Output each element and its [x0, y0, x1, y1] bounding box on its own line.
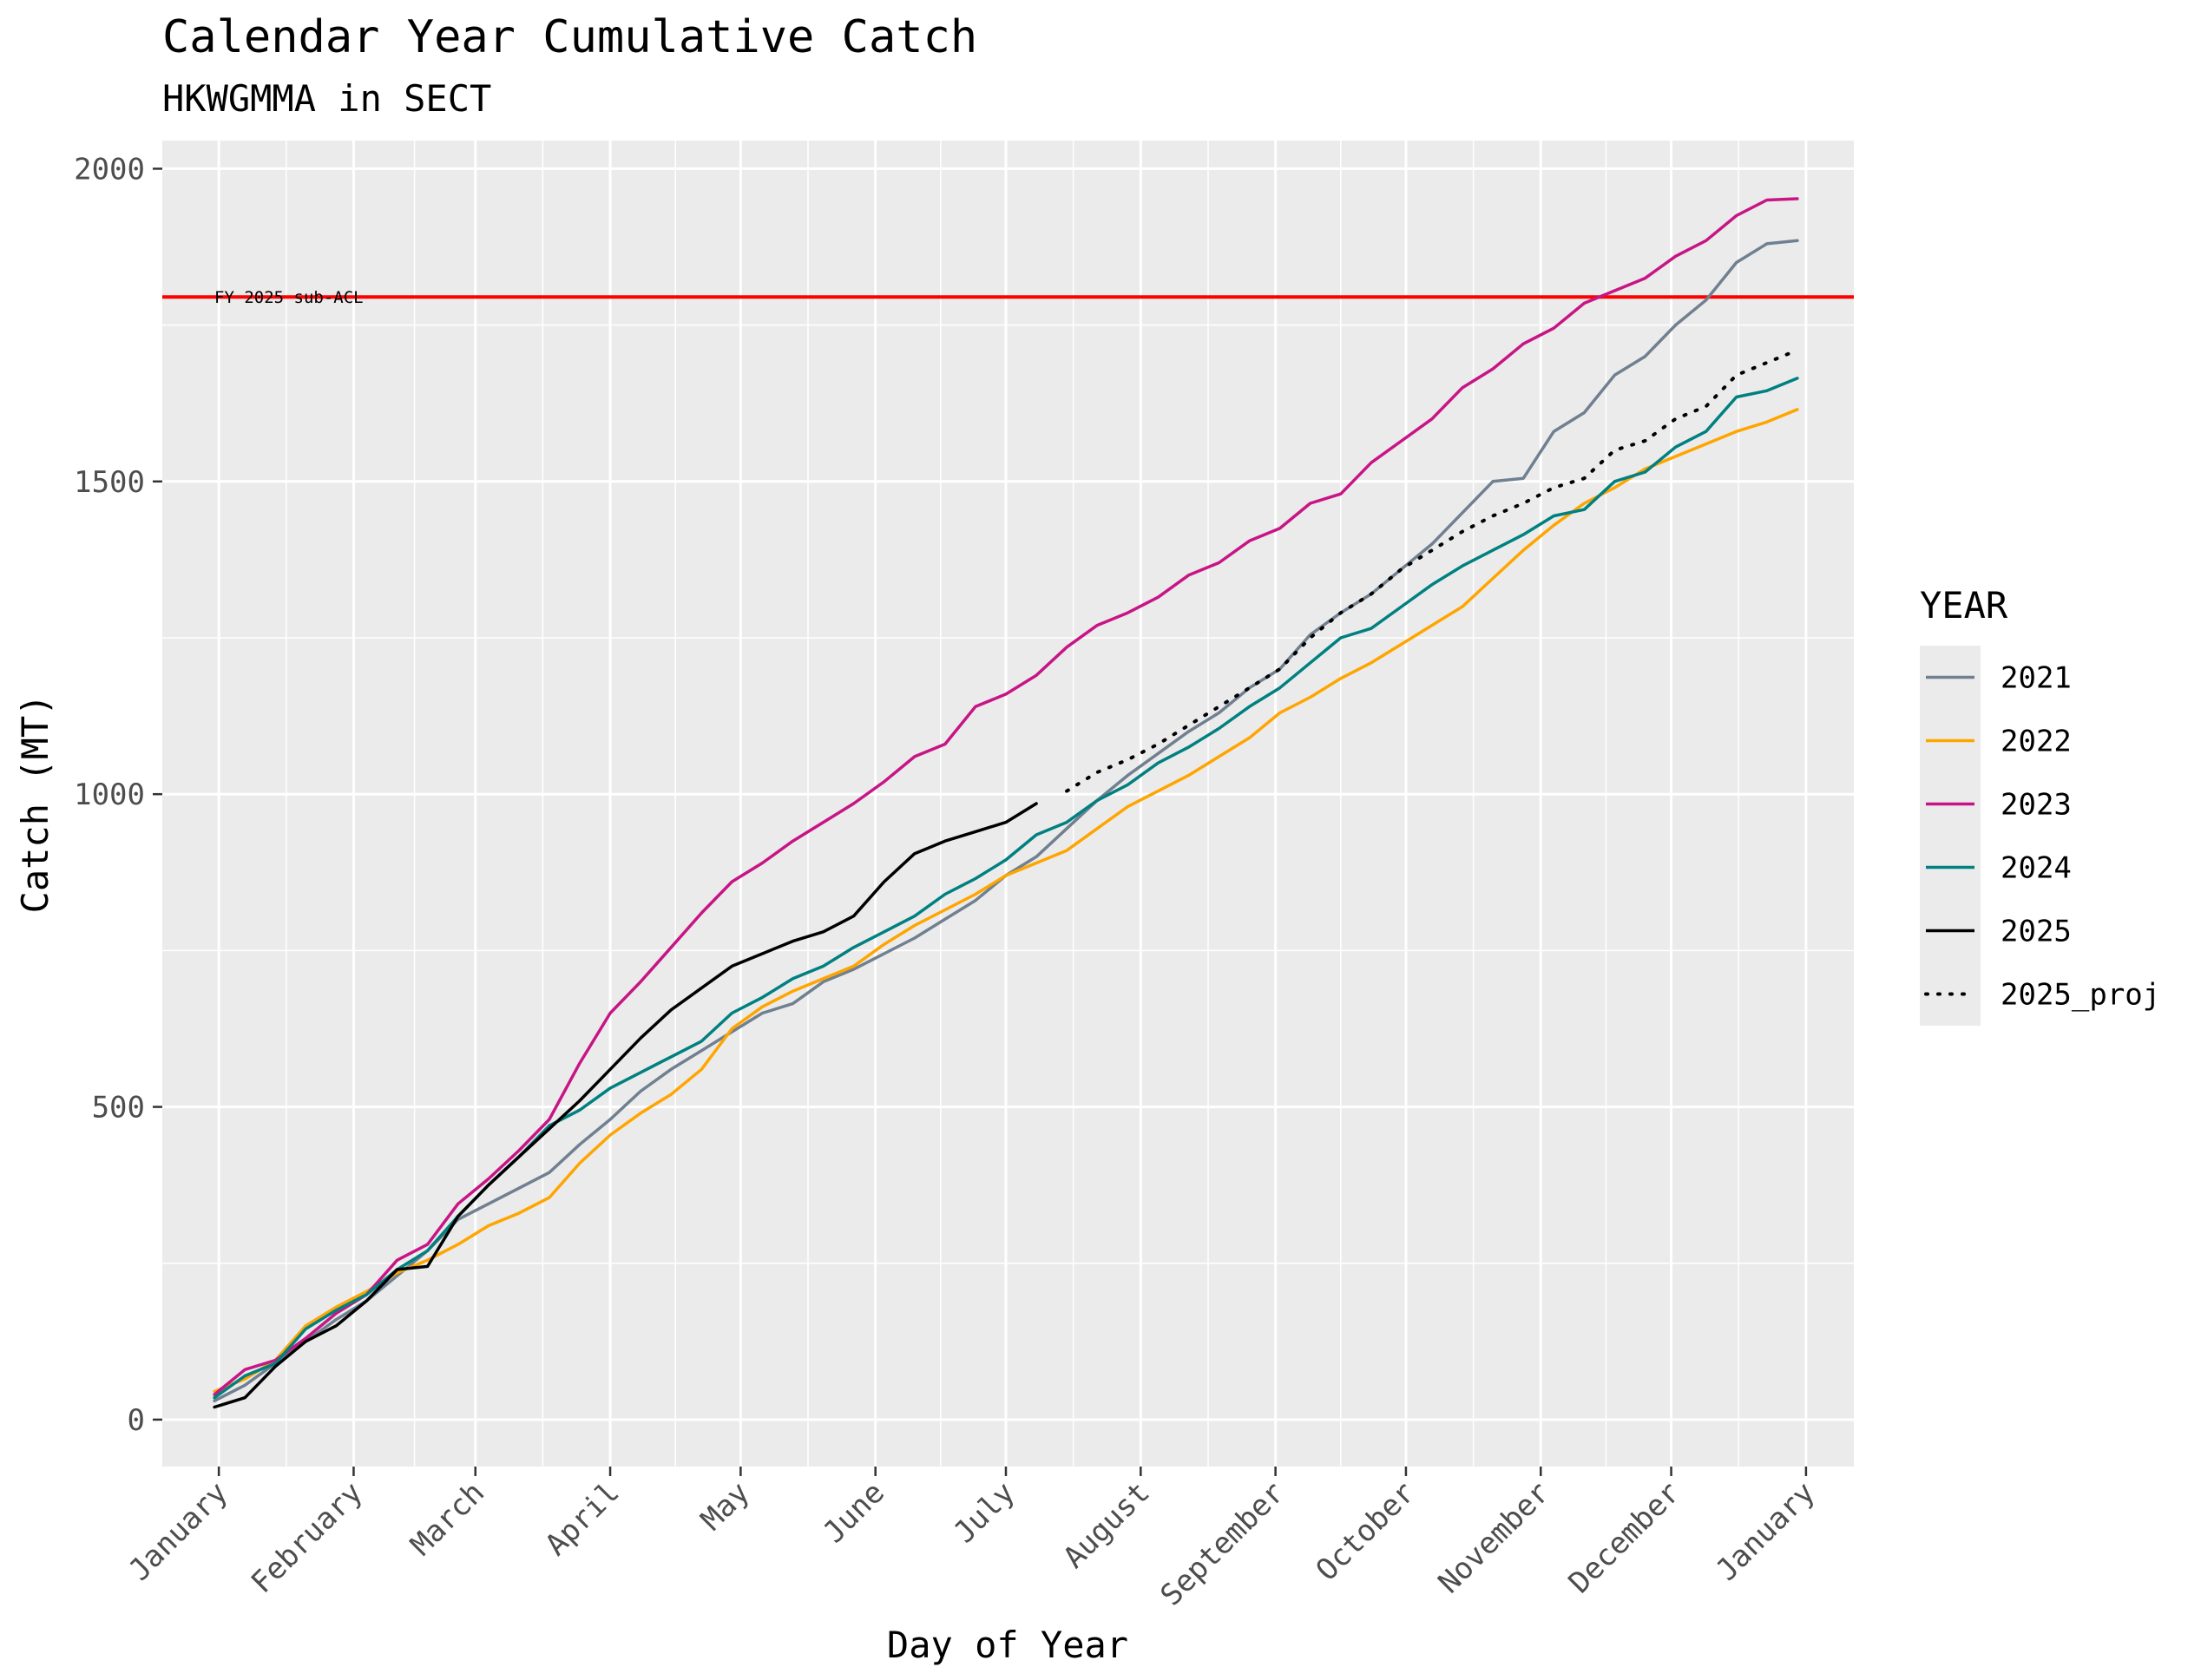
x-tick-label: September: [1153, 1475, 1291, 1613]
x-tick-label: May: [694, 1475, 757, 1538]
x-tick-label: October: [1310, 1475, 1422, 1588]
series-line-2023: [213, 197, 1799, 1396]
x-tick-label: July: [947, 1475, 1022, 1550]
x-axis: January February March April May June July Augu…: [122, 1467, 1822, 1613]
series-layer: [213, 197, 1799, 1409]
legend-label: 2021: [2001, 661, 2072, 696]
series-line-2022: [213, 408, 1799, 1394]
x-tick-label: February: [245, 1475, 370, 1600]
x-tick-label: April: [539, 1475, 627, 1563]
x-axis-title: Day of Year: [887, 1624, 1128, 1666]
reference-line-group: FY 2025 sub-ACL: [162, 288, 1854, 307]
x-tick-label: January: [1710, 1475, 1823, 1588]
plot-panel: [162, 141, 1854, 1467]
legend-keys: 2021 2022 2023 2024 2025 2025_proj: [1920, 646, 2160, 1026]
grid-minor: [162, 141, 1854, 1467]
x-tick-label: November: [1432, 1475, 1557, 1600]
x-tick-label: August: [1057, 1475, 1157, 1575]
x-tick-label: March: [404, 1475, 491, 1563]
legend-label: 2023: [2001, 788, 2072, 823]
legend-label: 2022: [2001, 725, 2072, 759]
y-axis-title: Catch (MT): [14, 694, 56, 914]
y-tick-label: 2000: [74, 152, 145, 187]
y-tick-label: 1000: [74, 778, 145, 812]
y-tick-label: 0: [128, 1403, 145, 1438]
legend-label: 2024: [2001, 851, 2072, 886]
y-tick-label: 500: [92, 1091, 145, 1125]
series-line-2025_proj: [1065, 348, 1799, 793]
reference-line-label: FY 2025 sub-ACL: [214, 288, 364, 307]
x-tick-label: June: [817, 1475, 891, 1550]
x-tick-label: January: [122, 1475, 235, 1588]
series-line-2025: [213, 802, 1038, 1409]
legend-title: YEAR: [1920, 584, 2008, 627]
y-axis: 0 500 1000 1500 2000: [74, 152, 162, 1438]
chart-subtitle: HKWGMMA in SECT: [162, 77, 491, 120]
chart-title: Calendar Year Cumulative Catch: [162, 11, 977, 63]
x-tick-label: December: [1562, 1475, 1687, 1600]
grid-major: [162, 141, 1854, 1467]
legend-label: 2025_proj: [2001, 978, 2160, 1013]
legend: YEAR 2021 2022 2023 2024 2025 2025_proj: [1920, 584, 2160, 1026]
legend-label: 2025: [2001, 915, 2072, 949]
y-tick-label: 1500: [74, 465, 145, 500]
